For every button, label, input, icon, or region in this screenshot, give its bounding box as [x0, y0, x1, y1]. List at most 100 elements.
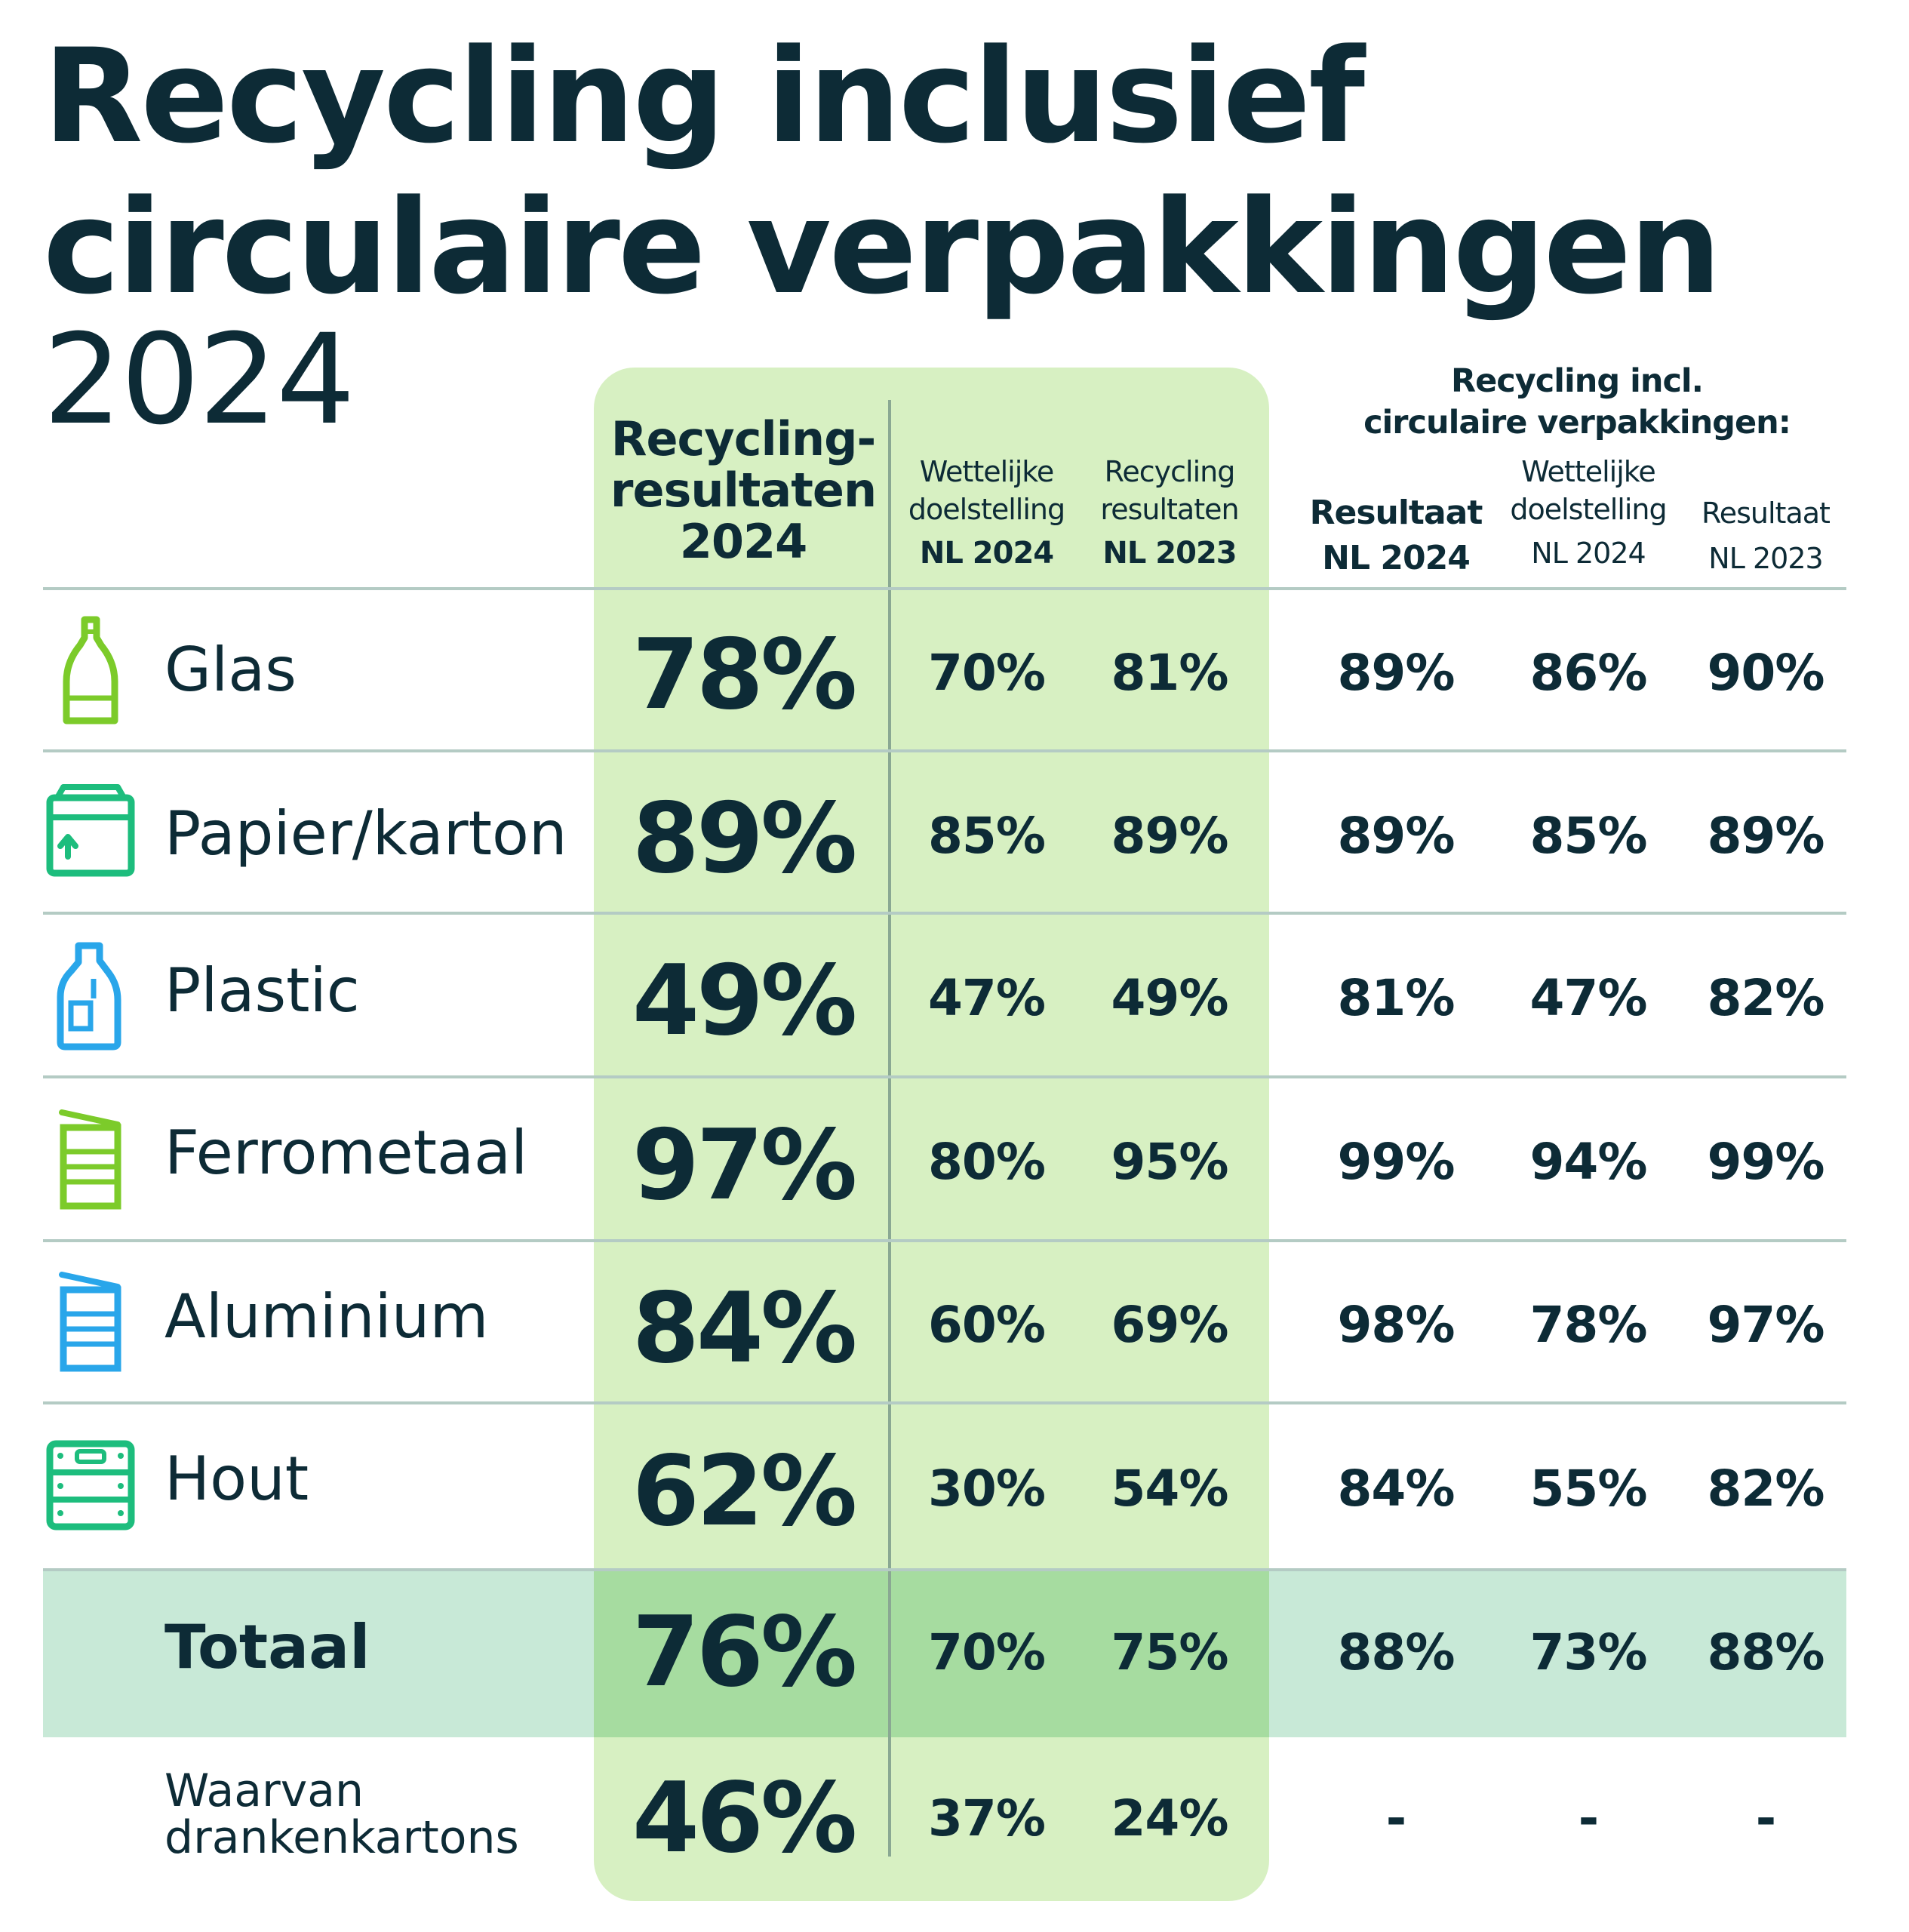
header-col4-line1: Wettelijke [1521, 455, 1656, 488]
value-totaal-2024: 76% [632, 1596, 857, 1709]
total-row-band-highlight [594, 1570, 1269, 1737]
header-main-line1: Recycling- [610, 411, 876, 466]
row-label-aluminium: Aluminium [164, 1281, 489, 1352]
row-divider [43, 587, 1846, 590]
value-hout-2024: 62% [632, 1435, 857, 1548]
value-hout-circ-2024: 84% [1337, 1460, 1456, 1518]
header-main-line2: resultaten [610, 463, 877, 518]
value-glas-2024: 78% [632, 619, 857, 731]
bottle-icon [45, 615, 136, 728]
header-col2: Recycling resultaten NL 2023 [1075, 453, 1264, 572]
row-label-papier: Papier/karton [164, 798, 567, 869]
value-hout-target: 30% [928, 1460, 1046, 1518]
value-aluminium-circ-2023: 97% [1707, 1296, 1825, 1354]
value-plastic-circ-target: 47% [1529, 969, 1648, 1027]
header-col5-line2: NL 2023 [1708, 542, 1823, 575]
row-divider [43, 1239, 1846, 1242]
tin-can-icon [45, 1102, 136, 1215]
value-papier-target: 85% [928, 807, 1046, 865]
value-papier-circ-target: 85% [1529, 807, 1648, 865]
header-col2-line2: resultaten [1100, 493, 1239, 526]
value-drankenkartons-2023: 24% [1111, 1789, 1229, 1847]
value-plastic-circ-2023: 82% [1707, 969, 1825, 1027]
header-col1-line3: NL 2024 [919, 536, 1054, 571]
header-col5: Resultaat NL 2023 [1675, 491, 1856, 581]
page-title: Recycling inclusief circulaire verpakkin… [43, 20, 1722, 323]
value-totaal-circ-target: 73% [1529, 1623, 1648, 1681]
header-group-line2: circulaire verpakkingen: [1363, 404, 1791, 441]
row-divider [43, 1075, 1846, 1078]
row-divider [43, 749, 1846, 752]
value-hout-circ-target: 55% [1529, 1460, 1648, 1518]
value-drankenkartons-2024: 46% [632, 1762, 857, 1875]
value-aluminium-2024: 84% [632, 1272, 857, 1385]
header-col1: Wettelijke doelstelling NL 2024 [890, 453, 1083, 572]
header-col1-line2: doelstelling [908, 493, 1065, 526]
header-col2-line3: NL 2023 [1102, 536, 1237, 571]
value-drankenkartons-circ-2024: - [1385, 1789, 1406, 1847]
value-aluminium-circ-target: 78% [1529, 1296, 1648, 1354]
row-label-totaal: Totaal [164, 1612, 370, 1682]
aluminium-can-icon [45, 1264, 136, 1377]
header-main-line3: 2024 [679, 514, 808, 569]
header-group: Recycling incl. circulaire verpakkingen: [1313, 361, 1841, 444]
value-ferrometaal-target: 80% [928, 1133, 1046, 1191]
header-col4-line2: doelstelling [1510, 493, 1667, 526]
value-glas-2023: 81% [1111, 644, 1229, 702]
header-col1-line1: Wettelijke [919, 455, 1055, 488]
header-col3-line1: Resultaat [1309, 494, 1483, 532]
value-totaal-circ-2023: 88% [1707, 1623, 1825, 1681]
header-col3-line2: NL 2024 [1322, 539, 1471, 577]
row-divider [43, 912, 1846, 915]
row-label-drankenkartons: Waarvan drankenkartons [164, 1767, 519, 1861]
row-label-plastic: Plastic [164, 955, 360, 1026]
crate-icon [45, 1429, 136, 1542]
value-glas-circ-target: 86% [1529, 644, 1648, 702]
row-label-drankenkartons-line1: Waarvan [164, 1764, 364, 1817]
row-label-drankenkartons-line2: drankenkartons [164, 1811, 519, 1864]
row-label-ferrometaal: Ferrometaal [164, 1118, 528, 1188]
value-plastic-2024: 49% [632, 945, 857, 1057]
value-hout-2023: 54% [1111, 1460, 1229, 1518]
value-aluminium-2023: 69% [1111, 1296, 1229, 1354]
value-glas-circ-2024: 89% [1337, 644, 1456, 702]
value-papier-circ-2023: 89% [1707, 807, 1825, 865]
value-glas-circ-2023: 90% [1707, 644, 1825, 702]
value-plastic-target: 47% [928, 969, 1046, 1027]
value-glas-target: 70% [928, 644, 1046, 702]
row-divider [43, 1401, 1846, 1404]
value-papier-2024: 89% [632, 783, 857, 895]
header-main: Recycling- resultaten 2024 [596, 414, 890, 568]
value-papier-circ-2024: 89% [1337, 807, 1456, 865]
title-year: 2024 [43, 307, 355, 452]
value-ferrometaal-circ-target: 94% [1529, 1133, 1648, 1191]
header-col4-line3: NL 2024 [1531, 537, 1646, 570]
value-drankenkartons-circ-target: - [1578, 1789, 1599, 1847]
value-totaal-circ-2024: 88% [1337, 1623, 1456, 1681]
value-totaal-target: 70% [928, 1623, 1046, 1681]
header-col5-line1: Resultaat [1702, 497, 1831, 530]
value-ferrometaal-circ-2023: 99% [1707, 1133, 1825, 1191]
value-aluminium-circ-2024: 98% [1337, 1296, 1456, 1354]
value-ferrometaal-2023: 95% [1111, 1133, 1229, 1191]
row-divider [43, 1568, 1846, 1571]
title-line-2: circulaire verpakkingen [43, 171, 1722, 323]
value-papier-2023: 89% [1111, 807, 1229, 865]
header-group-line1: Recycling incl. [1450, 362, 1704, 400]
row-label-hout: Hout [164, 1444, 309, 1514]
value-plastic-circ-2024: 81% [1337, 969, 1456, 1027]
header-col4: Wettelijke doelstelling NL 2024 [1494, 453, 1683, 572]
value-ferrometaal-circ-2024: 99% [1337, 1133, 1456, 1191]
row-label-glas: Glas [164, 635, 297, 705]
plastic-bottle-icon [45, 940, 136, 1053]
title-line-1: Recycling inclusief [43, 20, 1365, 172]
value-hout-circ-2023: 82% [1707, 1460, 1825, 1518]
value-totaal-2023: 75% [1111, 1623, 1229, 1681]
column-divider [888, 400, 891, 1857]
header-col2-line1: Recycling [1104, 455, 1236, 488]
value-plastic-2023: 49% [1111, 969, 1229, 1027]
value-drankenkartons-target: 37% [928, 1789, 1046, 1847]
value-aluminium-target: 60% [928, 1296, 1046, 1354]
header-col3: Resultaat NL 2024 [1298, 491, 1494, 581]
value-ferrometaal-2024: 97% [632, 1109, 857, 1222]
